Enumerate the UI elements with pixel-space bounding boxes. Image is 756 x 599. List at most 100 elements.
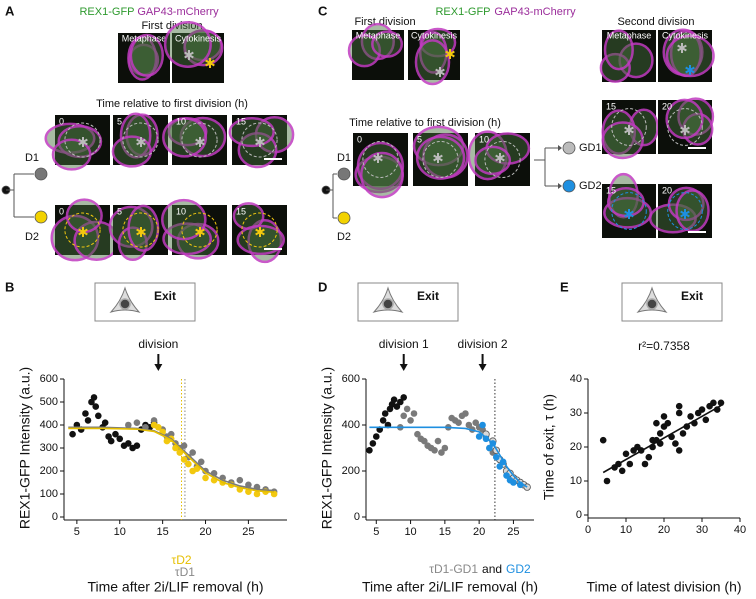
data-point <box>189 449 196 456</box>
data-point <box>403 405 411 413</box>
x-tick-label: 0 <box>585 524 591 536</box>
cell <box>111 135 153 168</box>
data-point <box>656 430 664 437</box>
asterisk <box>624 126 634 134</box>
y-tick-label: 30 <box>570 407 582 419</box>
data-point <box>133 419 141 427</box>
exit-icon-nucleus <box>382 298 394 310</box>
y-tick-label: 300 <box>40 442 58 454</box>
data-point <box>675 402 683 410</box>
asterisk <box>677 44 687 52</box>
cell <box>603 29 634 71</box>
stain-label: GAP43-mCherry <box>494 6 576 18</box>
annotation-arrow-head <box>478 364 487 371</box>
asterisk <box>445 50 455 58</box>
data-point <box>393 403 401 410</box>
data-point <box>407 417 414 424</box>
data-point <box>125 421 132 429</box>
fit-line <box>68 427 275 493</box>
data-point <box>180 456 188 463</box>
asterisk <box>195 228 205 236</box>
x-tick-label: 15 <box>157 526 169 538</box>
data-point <box>599 436 607 444</box>
y-tick-label: 0 <box>52 511 58 523</box>
cell-outline <box>181 212 218 248</box>
cell <box>360 151 404 199</box>
data-point <box>465 421 473 429</box>
time-label: 0 <box>357 134 362 144</box>
lineage-node <box>34 167 48 181</box>
exit-icon-box <box>357 282 459 322</box>
x-tick-label: 5 <box>373 526 379 538</box>
data-point <box>155 424 162 431</box>
asterisk <box>78 228 88 236</box>
asterisk <box>433 154 443 162</box>
stat-label: r²=0.7358 <box>638 339 690 353</box>
data-point <box>431 447 438 454</box>
time-label: 20 <box>662 185 672 195</box>
data-point <box>462 410 469 417</box>
data-point <box>660 413 668 420</box>
x-tick-label: 20 <box>658 524 670 536</box>
data-point <box>107 437 115 445</box>
time-label: 5 <box>417 134 422 144</box>
data-point <box>603 477 611 485</box>
cell <box>183 29 224 67</box>
cell <box>162 117 208 158</box>
data-point <box>626 460 634 468</box>
lineage-node <box>337 167 351 181</box>
data-point <box>672 440 679 447</box>
asterisk <box>255 228 265 236</box>
cell-outline <box>667 192 703 230</box>
threshold-label: τD1 <box>175 565 195 579</box>
data-point <box>112 430 119 438</box>
y-axis-label: REX1-GFP Intensity (a.u.) <box>319 367 335 529</box>
exit-icon-box <box>94 282 196 322</box>
data-point <box>653 419 660 427</box>
section-title: Second division <box>617 16 694 28</box>
cell-outline <box>611 108 647 146</box>
data-point <box>396 398 404 406</box>
data-point <box>150 417 158 424</box>
x-tick-label: 25 <box>507 526 519 538</box>
cell <box>161 198 207 241</box>
data-point <box>92 403 100 410</box>
footnote-part: GD2 <box>506 562 531 576</box>
panel-letter: D <box>318 279 327 294</box>
data-point <box>366 447 373 454</box>
data-point <box>369 440 377 447</box>
x-axis-label: Time after 2i/LIF removal (h) <box>87 579 263 595</box>
x-tick-label: 40 <box>734 524 746 536</box>
annotation: division 1 <box>379 337 429 351</box>
asterisk <box>685 66 695 74</box>
section-title: Time relative to first division (h) <box>349 117 501 129</box>
y-tick-label: 400 <box>342 419 360 431</box>
stain-label: GAP43-mCherry <box>137 6 219 18</box>
data-point <box>492 453 500 461</box>
data-point <box>420 437 428 445</box>
time-label: 15 <box>606 101 616 111</box>
data-point <box>372 433 380 440</box>
data-point <box>414 430 421 438</box>
data-point <box>510 479 517 486</box>
cell <box>412 125 465 167</box>
arrow-head <box>558 145 562 151</box>
time-label: 10 <box>479 134 489 144</box>
asterisk <box>205 59 215 67</box>
x-tick-label: 10 <box>620 524 632 536</box>
micrograph <box>172 33 224 83</box>
cell <box>163 21 212 68</box>
time-label: 15 <box>236 116 246 126</box>
time-label: 10 <box>176 206 186 216</box>
data-point <box>656 440 664 447</box>
tile-label: Metaphase <box>607 30 652 40</box>
data-point <box>101 419 109 427</box>
y-tick-label: 400 <box>40 419 58 431</box>
annotation: division 2 <box>458 337 508 351</box>
y-tick-label: 40 <box>570 373 582 385</box>
data-point <box>167 430 175 438</box>
cell-outline <box>122 122 159 158</box>
data-point <box>133 442 141 450</box>
y-tick-label: 600 <box>342 373 360 385</box>
